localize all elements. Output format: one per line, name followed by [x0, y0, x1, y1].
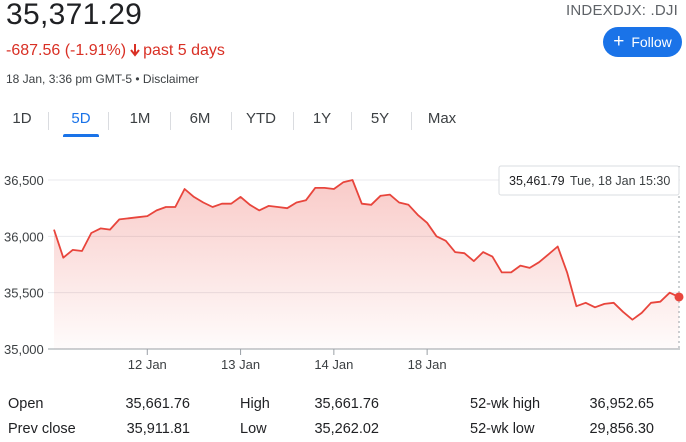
- tab-divider: [48, 112, 49, 130]
- x-tick-label: 13 Jan: [221, 357, 260, 372]
- price-line: [53, 179, 680, 321]
- price-area: [54, 180, 679, 349]
- current-point-marker: [674, 292, 684, 302]
- stat-label-open: Open: [8, 396, 44, 412]
- x-tick-label: 12 Jan: [128, 357, 167, 372]
- stat-label-low: Low: [240, 421, 267, 437]
- arrow-down-icon: [130, 44, 140, 57]
- tab-divider: [293, 112, 294, 130]
- tab-1y[interactable]: 1Y: [312, 110, 332, 127]
- tab-1d[interactable]: 1D: [12, 110, 32, 127]
- x-tick-label: 14 Jan: [314, 357, 353, 372]
- tab-divider: [170, 112, 171, 130]
- current-price: 35,371.29: [6, 0, 143, 31]
- chart-tooltip: 35,461.79 Tue, 18 Jan 15:30: [498, 165, 680, 196]
- plus-icon: +: [613, 31, 625, 52]
- stat-value-prev-close: 35,911.81: [126, 421, 190, 437]
- tab-divider: [231, 112, 232, 130]
- y-tick-label: 35,500: [4, 286, 44, 301]
- range-tabs: 1D 5D 1M 6M YTD 1Y 5Y Max: [0, 104, 686, 138]
- y-tick-label: 36,000: [4, 229, 44, 244]
- stat-value-52wk-low: 29,856.30: [589, 421, 654, 437]
- x-tick-label: 18 Jan: [408, 357, 447, 372]
- y-tick-label: 35,000: [4, 342, 44, 357]
- ticker-symbol: INDEXDJX: .DJI: [566, 2, 678, 19]
- tab-max[interactable]: Max: [427, 110, 457, 127]
- stat-value-52wk-high: 36,952.65: [589, 396, 654, 412]
- follow-button[interactable]: + Follow: [603, 27, 682, 57]
- tab-6m[interactable]: 6M: [189, 110, 211, 127]
- price-change-value: -687.56 (-1.91%): [6, 42, 127, 59]
- stat-value-open: 35,661.76: [125, 396, 190, 412]
- tab-5d[interactable]: 5D: [63, 104, 99, 138]
- y-tick-label: 36,500: [4, 173, 44, 188]
- tab-ytd[interactable]: YTD: [246, 110, 276, 127]
- tooltip-time: Tue, 18 Jan 15:30: [570, 174, 670, 188]
- tab-divider: [411, 112, 412, 130]
- stat-value-low: 35,262.02: [314, 421, 379, 437]
- tooltip-value: 35,461.79: [509, 174, 565, 188]
- price-change-period: past 5 days: [143, 42, 225, 59]
- stat-label-high: High: [240, 396, 270, 412]
- tab-5y[interactable]: 5Y: [370, 110, 390, 127]
- stat-label-prev-close: Prev close: [8, 421, 76, 437]
- price-chart[interactable]: 36,500 36,000 35,500 35,000 12 Jan 13 Jan 14 J…: [0, 140, 686, 380]
- stat-value-high: 35,661.76: [314, 396, 379, 412]
- tab-divider: [108, 112, 109, 130]
- tab-divider: [351, 112, 352, 130]
- price-change: -687.56 (-1.91%) past 5 days: [6, 42, 225, 60]
- follow-label: Follow: [631, 34, 672, 50]
- quote-timestamp: 18 Jan, 3:36 pm GMT-5 • Disclaimer: [6, 72, 199, 86]
- stat-label-52wk-low: 52-wk low: [470, 421, 535, 437]
- stat-label-52wk-high: 52-wk high: [470, 396, 541, 412]
- tab-1m[interactable]: 1M: [129, 110, 151, 127]
